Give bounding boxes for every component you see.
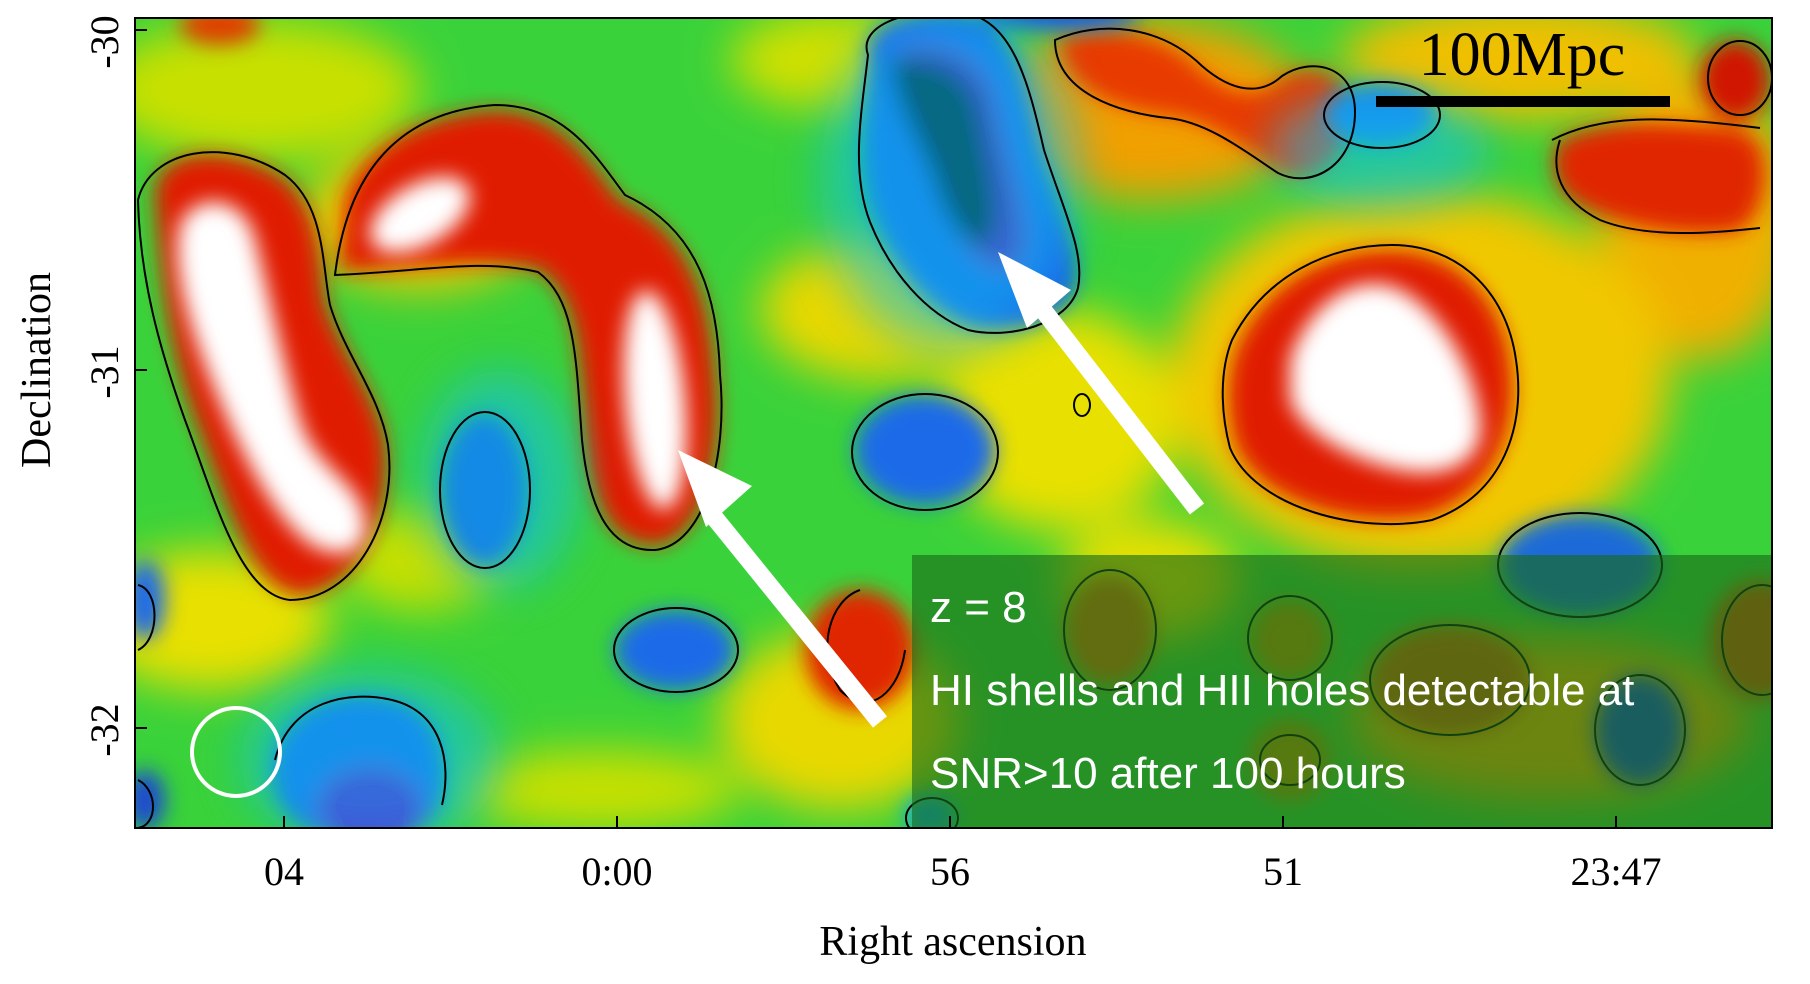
axis-ticks xyxy=(135,29,1617,828)
y-tick-label: -32 xyxy=(82,703,127,756)
annotation-box xyxy=(912,555,1772,828)
beam-circle-icon xyxy=(190,706,282,798)
annotation-line-2: HI shells and HII holes detectable at xyxy=(930,666,1634,715)
x-axis-title: Right ascension xyxy=(819,919,1086,965)
map-frame xyxy=(134,17,1773,829)
x-tick-label: 04 xyxy=(264,849,304,894)
intensity-map xyxy=(135,18,1772,828)
y-tick-label: -31 xyxy=(82,345,127,398)
annotation-line-3: SNR>10 after 100 hours xyxy=(930,749,1406,798)
x-tick-label: 23:47 xyxy=(1570,849,1661,894)
y-tick-label: -30 xyxy=(82,15,127,68)
y-axis-title: Declination xyxy=(14,272,60,468)
x-tick-label: 56 xyxy=(930,849,970,894)
scale-bar: 100Mpc xyxy=(1376,21,1670,107)
x-tick-label: 51 xyxy=(1263,849,1303,894)
annotation-redshift: z = 8 xyxy=(930,583,1027,632)
scale-bar-label: 100Mpc xyxy=(1419,21,1626,89)
arrow-icon xyxy=(998,252,1205,515)
arrow-icon xyxy=(678,450,887,728)
x-tick-label: 0:00 xyxy=(581,849,652,894)
